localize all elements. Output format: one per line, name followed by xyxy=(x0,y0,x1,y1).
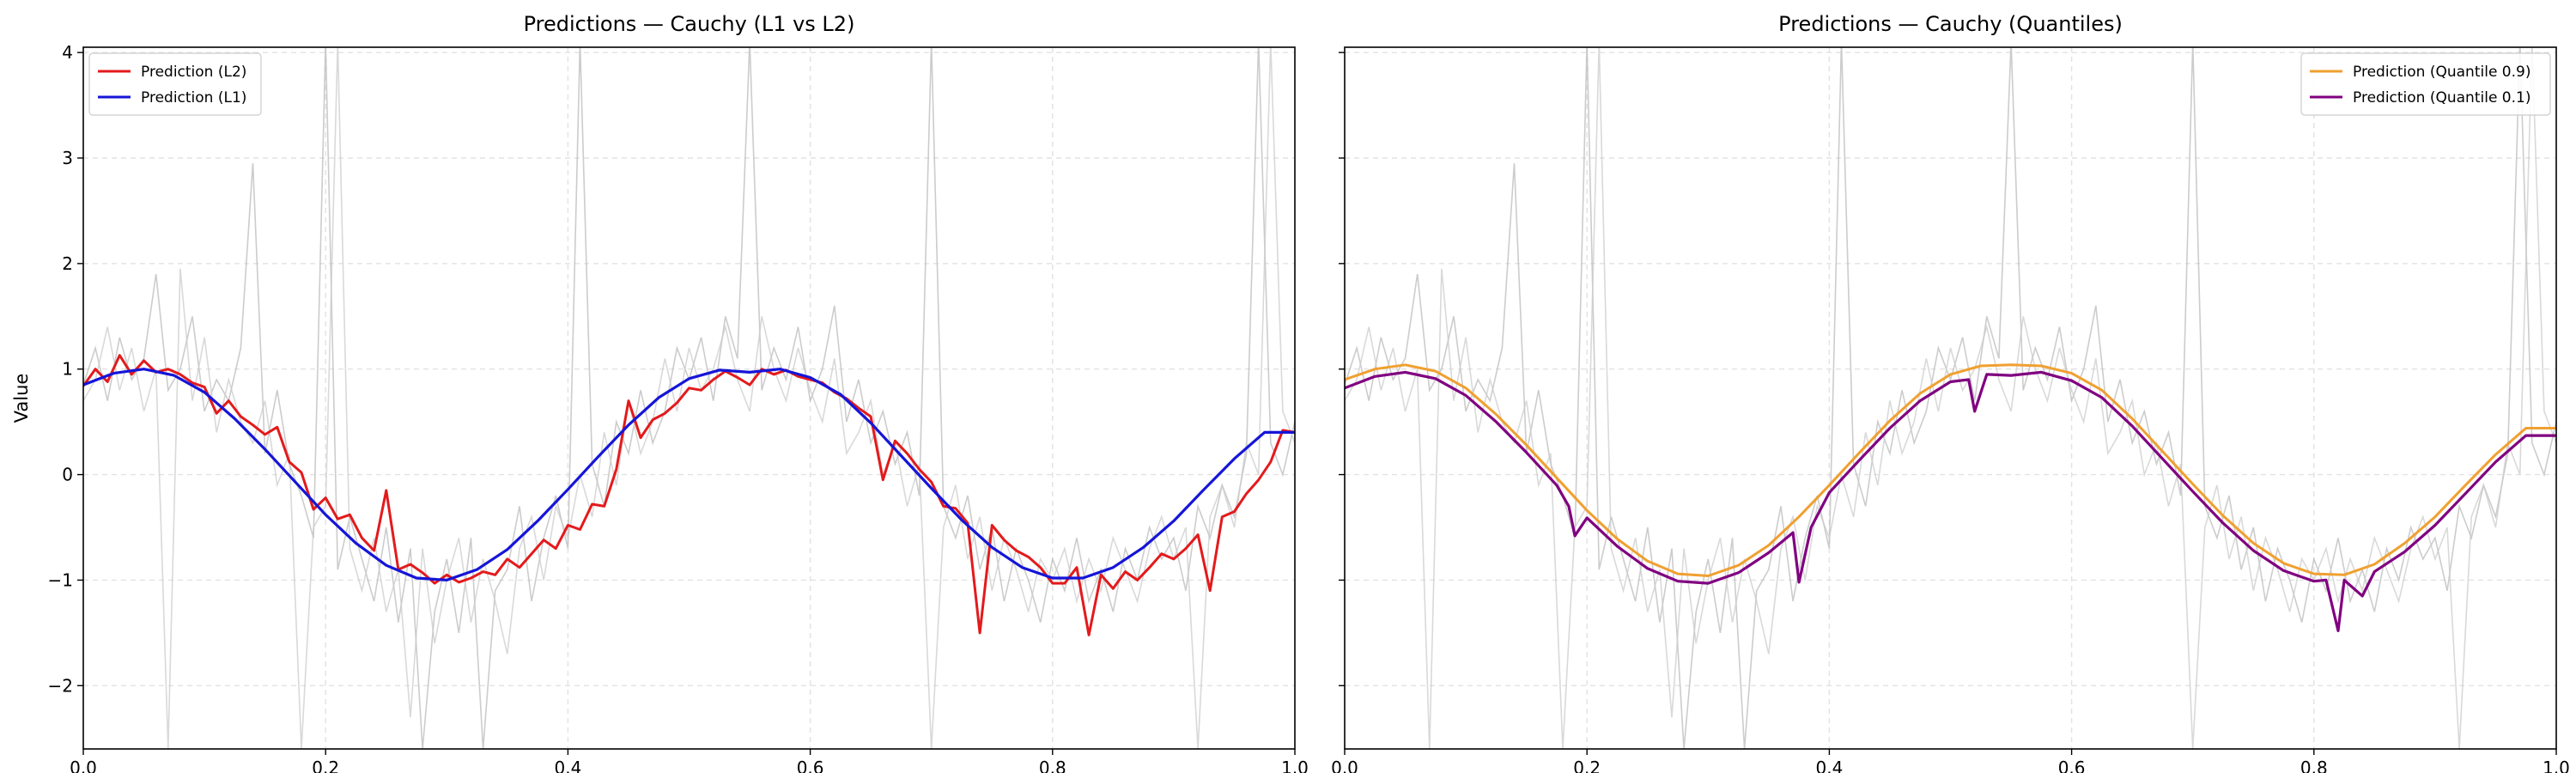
left-legend-box xyxy=(88,52,262,116)
left-series-line-0 xyxy=(83,354,1295,636)
left-x-tick-label: 0.4 xyxy=(554,758,581,773)
right-legend-label: Prediction (Quantile 0.9) xyxy=(2353,64,2530,81)
right-y-ticks xyxy=(1339,52,1345,686)
left-legend-label: Prediction (L2) xyxy=(141,64,246,81)
right-plot-frame xyxy=(1344,46,2557,750)
right-chart-title: Predictions — Cauchy (Quantiles) xyxy=(1778,12,2123,36)
left-y-tick-label: 1 xyxy=(62,359,73,380)
left-plot-frame xyxy=(82,46,1296,750)
left-y-tick-label: 4 xyxy=(62,42,73,63)
left-legend-label: Prediction (L1) xyxy=(141,89,246,107)
left-chart-title: Predictions — Cauchy (L1 vs L2) xyxy=(524,12,855,36)
left-y-ticks: −2 −1 0 1 2 3 4 xyxy=(48,42,83,696)
right-x-tick-label: 0.8 xyxy=(2300,758,2328,773)
right-series-line-0 xyxy=(1345,363,2556,577)
right-legend-label: Prediction (Quantile 0.1) xyxy=(2353,89,2530,107)
right-background-line-1 xyxy=(1345,47,2556,749)
left-legend: Prediction (L2) Prediction (L1) xyxy=(88,52,262,116)
left-series-lines xyxy=(83,354,1295,636)
left-y-tick-label: −2 xyxy=(48,675,73,696)
right-panel: 0.0 0.2 0.4 0.6 0.8 1.0 Predictions — Cauchy … xyxy=(1331,12,2570,773)
right-legend-box xyxy=(2300,52,2551,116)
left-x-tick-label: 0.6 xyxy=(797,758,824,773)
right-x-tick-label: 0.6 xyxy=(2058,758,2086,773)
right-x-tick-label: 0.2 xyxy=(1573,758,1601,773)
left-x-tick-label: 0.0 xyxy=(70,758,97,773)
left-y-tick-label: 3 xyxy=(62,148,73,168)
left-x-tick-label: 0.2 xyxy=(312,758,339,773)
left-y-tick-label: −1 xyxy=(48,569,73,590)
right-series-lines xyxy=(1345,363,2556,633)
left-panel: 0.0 0.2 0.4 0.6 0.8 1.0 −2 −1 0 1 2 3 4 Predictions… xyxy=(11,12,1309,773)
left-y-axis-label: Value xyxy=(11,374,32,423)
left-y-tick-label: 0 xyxy=(62,465,73,485)
left-y-tick-label: 2 xyxy=(62,253,73,274)
right-x-tick-label: 0.4 xyxy=(1815,758,1843,773)
left-series-line-1 xyxy=(83,368,1295,582)
right-x-tick-label: 1.0 xyxy=(2543,758,2570,773)
right-series-line-1 xyxy=(1345,370,2556,633)
left-x-tick-label: 0.8 xyxy=(1039,758,1066,773)
left-x-ticks: 0.0 0.2 0.4 0.6 0.8 1.0 xyxy=(70,749,1309,773)
left-grid xyxy=(83,47,1295,749)
left-background-line-1 xyxy=(83,47,1295,749)
right-x-tick-label: 0.0 xyxy=(1331,758,1358,773)
left-x-tick-label: 1.0 xyxy=(1281,758,1309,773)
right-grid xyxy=(1345,47,2556,749)
right-x-ticks: 0.0 0.2 0.4 0.6 0.8 1.0 xyxy=(1331,749,2570,773)
right-legend: Prediction (Quantile 0.9) Prediction (Qua… xyxy=(2300,52,2551,116)
